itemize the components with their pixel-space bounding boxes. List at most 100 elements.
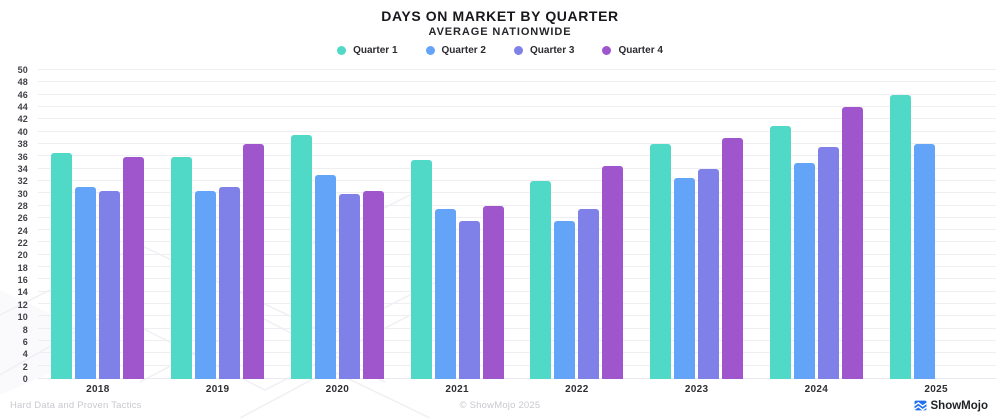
y-axis-tick-label: 10 [17, 312, 28, 323]
bar-2019-quarter-2 [195, 190, 217, 379]
chart-subtitle: AVERAGE NATIONWIDE [428, 26, 572, 38]
y-axis-tick-label: 36 [17, 151, 28, 162]
gridlines [38, 69, 996, 379]
y-axis-tick-label: 32 [17, 176, 28, 187]
bar-2023-quarter-4 [722, 137, 744, 379]
y-axis-tick-label: 0 [22, 374, 28, 384]
bar-2021-quarter-1 [410, 159, 432, 379]
legend-swatch-icon [514, 45, 523, 55]
legend-swatch-icon [602, 45, 612, 55]
gridline [38, 352, 996, 354]
gridline [38, 303, 996, 305]
y-axis-tick-label: 14 [17, 287, 28, 298]
bar-2024-quarter-3 [817, 147, 839, 379]
bar-2021-quarter-3 [458, 221, 480, 379]
bar-2023-quarter-1 [650, 144, 672, 379]
bar-group-2023: 2023 [637, 70, 757, 395]
gridline [38, 192, 996, 194]
bar-2022-quarter-4 [602, 165, 624, 379]
bar-group-2018: 2018 [38, 70, 158, 395]
gridline [38, 241, 996, 243]
bar-2022-quarter-1 [530, 181, 552, 379]
y-axis-tick-label: 16 [17, 275, 28, 286]
bar-2025-quarter-1 [889, 94, 911, 379]
y-axis-tick-label: 4 [22, 349, 28, 360]
bar-group-2019: 2019 [158, 70, 278, 395]
y-axis-tick-label: 28 [17, 200, 28, 211]
bar-2024-quarter-2 [793, 162, 815, 379]
gridline [38, 179, 996, 181]
bar-group-2024: 2024 [757, 70, 877, 395]
y-axis-tick-label: 12 [17, 299, 28, 310]
y-axis-tick-label: 40 [17, 126, 28, 137]
showmojo-logo-icon [913, 400, 927, 411]
bar-2020-quarter-4 [362, 190, 384, 379]
bar-2018-quarter-3 [99, 190, 121, 379]
gridline [38, 130, 996, 132]
gridline [38, 105, 996, 107]
bar-2021-quarter-2 [434, 209, 456, 379]
gridline [38, 364, 996, 366]
bar-group-2022: 2022 [517, 70, 637, 395]
bar-2018-quarter-1 [51, 153, 73, 379]
legend-swatch-icon [425, 45, 435, 55]
gridline [38, 118, 996, 120]
y-axis-tick-label: 48 [17, 77, 28, 88]
bar-2024-quarter-1 [769, 125, 791, 379]
gridline [38, 81, 996, 83]
bar-2023-quarter-3 [698, 168, 720, 379]
gridline [38, 266, 996, 268]
legend-label: Quarter 1 [353, 44, 398, 56]
bar-group-2021: 2021 [397, 70, 517, 395]
x-axis-label-2021: 2021 [445, 384, 469, 395]
gridline [38, 315, 996, 317]
gridline [38, 253, 996, 255]
gridline [38, 155, 996, 157]
chart-legend: Quarter 1 Quarter 2 Quarter 3 Quarter 4 [0, 43, 1000, 57]
gridline [38, 278, 996, 280]
y-axis-tick-label: 44 [17, 102, 28, 113]
bar-2022-quarter-2 [554, 221, 576, 379]
y-axis-tick-label: 22 [17, 238, 28, 249]
gridline [38, 93, 996, 95]
footer-tagline: Hard Data and Proven Tactics [10, 400, 142, 411]
brand-mark: ShowMojo [913, 399, 989, 412]
legend-swatch-icon [337, 45, 347, 55]
gridline [38, 69, 996, 70]
plot-area: 2018 2019 2020 2021 2022 2023 2024 2025 [38, 70, 996, 395]
bar-2024-quarter-4 [841, 107, 863, 379]
x-axis-label-2025: 2025 [924, 384, 948, 395]
y-axis-tick-label: 18 [17, 262, 28, 273]
gridline [38, 229, 996, 231]
legend-label: Quarter 3 [530, 44, 575, 56]
bar-group-2025: 2025 [876, 70, 996, 395]
y-axis-tick-label: 46 [17, 89, 28, 100]
y-axis-tick-label: 6 [22, 336, 28, 347]
gridline [38, 216, 996, 218]
legend-item-quarter-4: Quarter 4 [602, 45, 663, 56]
bar-2020-quarter-1 [290, 134, 312, 379]
gridline [38, 327, 996, 329]
bar-group-2020: 2020 [278, 70, 398, 395]
gridline [38, 290, 996, 292]
bar-2023-quarter-2 [674, 178, 696, 379]
footer-copyright: © ShowMojo 2025 [459, 400, 541, 411]
y-axis-tick-label: 26 [17, 213, 28, 224]
x-axis-label-2023: 2023 [684, 384, 709, 395]
legend-item-quarter-1: Quarter 1 [337, 44, 398, 56]
brand-name: ShowMojo [930, 399, 989, 412]
y-axis-tick-label: 24 [17, 225, 28, 236]
x-axis-label-2020: 2020 [325, 384, 350, 395]
bar-2022-quarter-3 [578, 209, 600, 379]
x-axis-label-2024: 2024 [804, 384, 829, 395]
bar-2020-quarter-2 [314, 175, 336, 379]
bar-2019-quarter-1 [171, 156, 193, 379]
bar-2018-quarter-2 [75, 187, 97, 379]
legend-item-quarter-2: Quarter 2 [425, 45, 486, 56]
y-axis-tick-label: 50 [17, 65, 28, 75]
x-axis-label-2018: 2018 [86, 384, 110, 395]
y-axis-tick-label: 34 [17, 163, 28, 174]
bar-2019-quarter-3 [219, 187, 241, 379]
y-axis-tick-label: 2 [22, 361, 28, 372]
